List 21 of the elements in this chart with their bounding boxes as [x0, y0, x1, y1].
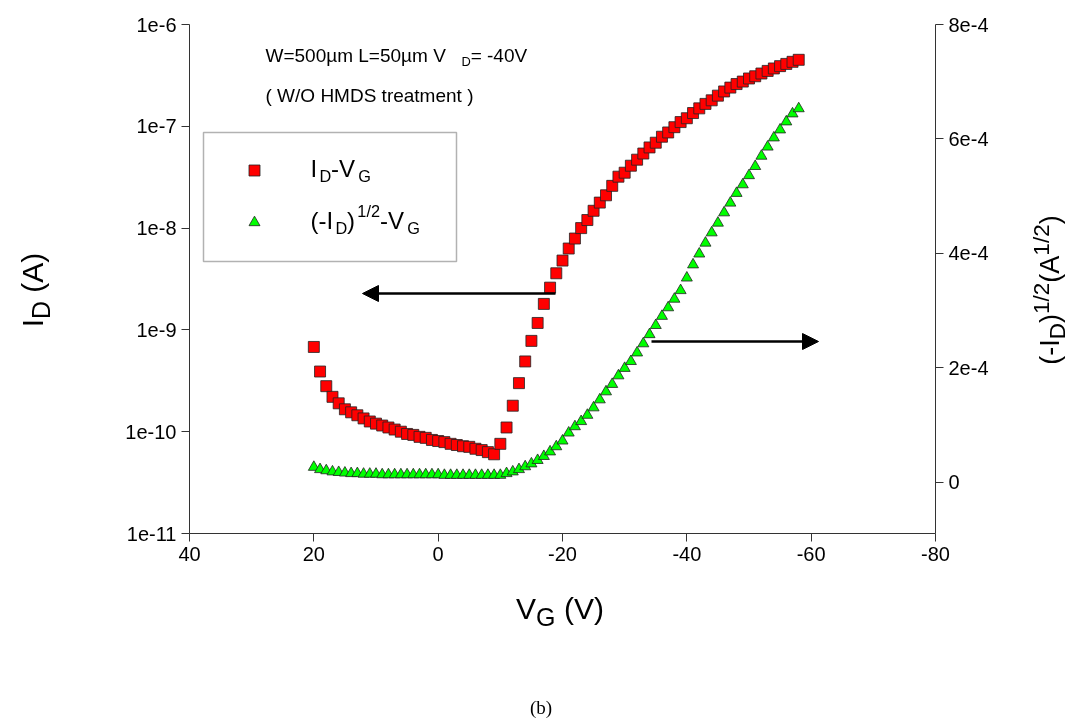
x-tick-label: -80: [921, 542, 950, 565]
x-axis-title: V$_{G}$ (V): [516, 592, 604, 631]
y-tick-label: 1e-11: [126, 522, 177, 545]
y2-tick-label: 6e-4: [948, 127, 989, 150]
y-tick-label: 1e-9: [136, 318, 177, 341]
x-tick-label: -20: [548, 542, 577, 565]
x-tick-label: 40: [178, 542, 201, 565]
y2-tick-label: 2e-4: [948, 356, 989, 379]
x-tick-label: -60: [796, 542, 826, 565]
y2-tick-label: 0: [948, 471, 960, 494]
text: (b): [529, 696, 553, 718]
x-tick-label: 0: [432, 542, 444, 565]
y2-tick-label: 8e-4: [948, 13, 989, 36]
y-tick-label: 1e-7: [136, 115, 177, 138]
x-tick-label: 20: [302, 542, 325, 565]
annotation: ( W/O HMDS treatment ): [265, 85, 474, 106]
y-tick-label: 1e-8: [136, 217, 177, 240]
y2-tick-label: 4e-4: [948, 242, 989, 265]
x-tick-label: -40: [672, 542, 702, 565]
y-tick-label: 1e-10: [125, 420, 177, 443]
y-tick-label: 1e-6: [136, 13, 177, 36]
